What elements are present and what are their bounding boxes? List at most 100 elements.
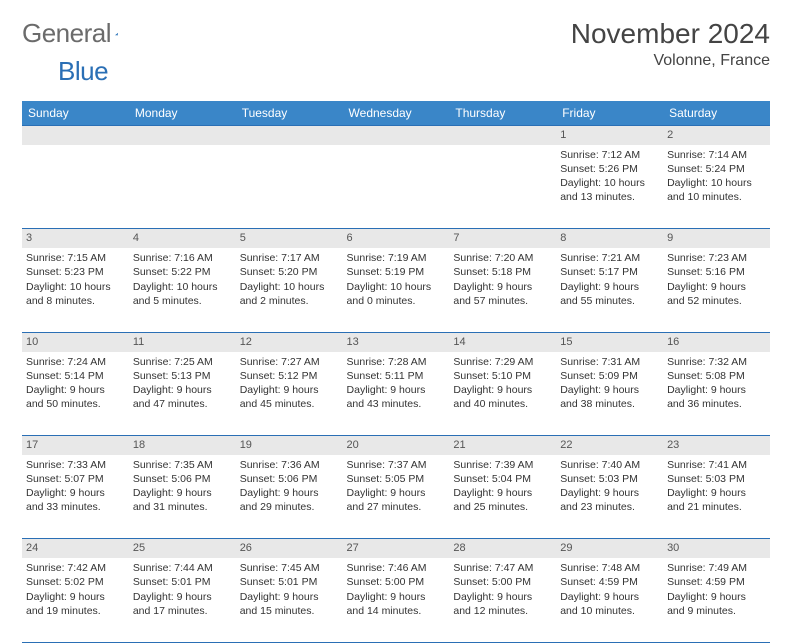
day-cell: Sunrise: 7:28 AMSunset: 5:11 PMDaylight:… — [343, 352, 450, 436]
daylight-line: Daylight: 9 hours and 9 minutes. — [667, 590, 766, 618]
day-cell: Sunrise: 7:37 AMSunset: 5:05 PMDaylight:… — [343, 455, 450, 539]
day-number-cell: 19 — [236, 436, 343, 455]
col-header-tuesday: Tuesday — [236, 101, 343, 126]
day-cell — [22, 145, 129, 229]
day-number-cell: 8 — [556, 229, 663, 248]
day-cell — [449, 145, 556, 229]
sunset-line: Sunset: 5:14 PM — [26, 369, 125, 383]
day-number-cell: 17 — [22, 436, 129, 455]
day-number-cell: 9 — [663, 229, 770, 248]
day-number-cell: 15 — [556, 332, 663, 351]
sunset-line: Sunset: 5:17 PM — [560, 265, 659, 279]
daynum-row: 17181920212223 — [22, 436, 770, 455]
daynum-row: 24252627282930 — [22, 539, 770, 558]
sunrise-line: Sunrise: 7:36 AM — [240, 458, 339, 472]
week-row: Sunrise: 7:12 AMSunset: 5:26 PMDaylight:… — [22, 145, 770, 229]
sunrise-line: Sunrise: 7:25 AM — [133, 355, 232, 369]
daylight-line: Daylight: 10 hours and 10 minutes. — [667, 176, 766, 204]
sunrise-line: Sunrise: 7:27 AM — [240, 355, 339, 369]
title-block: November 2024 Volonne, France — [571, 18, 770, 70]
sunrise-line: Sunrise: 7:45 AM — [240, 561, 339, 575]
sunset-line: Sunset: 4:59 PM — [560, 575, 659, 589]
day-number-cell: 23 — [663, 436, 770, 455]
col-header-monday: Monday — [129, 101, 236, 126]
day-number-cell: 24 — [22, 539, 129, 558]
daynum-row: 10111213141516 — [22, 332, 770, 351]
day-cell: Sunrise: 7:32 AMSunset: 5:08 PMDaylight:… — [663, 352, 770, 436]
sunrise-line: Sunrise: 7:28 AM — [347, 355, 446, 369]
daylight-line: Daylight: 9 hours and 31 minutes. — [133, 486, 232, 514]
sunrise-line: Sunrise: 7:20 AM — [453, 251, 552, 265]
daylight-line: Daylight: 9 hours and 45 minutes. — [240, 383, 339, 411]
daylight-line: Daylight: 10 hours and 13 minutes. — [560, 176, 659, 204]
day-cell: Sunrise: 7:49 AMSunset: 4:59 PMDaylight:… — [663, 558, 770, 642]
day-number-cell: 1 — [556, 126, 663, 145]
sunset-line: Sunset: 5:10 PM — [453, 369, 552, 383]
daylight-line: Daylight: 9 hours and 14 minutes. — [347, 590, 446, 618]
day-cell: Sunrise: 7:41 AMSunset: 5:03 PMDaylight:… — [663, 455, 770, 539]
sunrise-line: Sunrise: 7:21 AM — [560, 251, 659, 265]
sunset-line: Sunset: 5:07 PM — [26, 472, 125, 486]
sunrise-line: Sunrise: 7:49 AM — [667, 561, 766, 575]
col-header-saturday: Saturday — [663, 101, 770, 126]
day-number-cell: 2 — [663, 126, 770, 145]
daylight-line: Daylight: 10 hours and 5 minutes. — [133, 280, 232, 308]
day-number-cell — [129, 126, 236, 145]
day-number-cell — [236, 126, 343, 145]
sunrise-line: Sunrise: 7:37 AM — [347, 458, 446, 472]
daylight-line: Daylight: 9 hours and 27 minutes. — [347, 486, 446, 514]
daylight-line: Daylight: 9 hours and 50 minutes. — [26, 383, 125, 411]
daylight-line: Daylight: 9 hours and 43 minutes. — [347, 383, 446, 411]
sunset-line: Sunset: 5:13 PM — [133, 369, 232, 383]
daylight-line: Daylight: 9 hours and 17 minutes. — [133, 590, 232, 618]
day-cell — [129, 145, 236, 229]
day-number-cell: 28 — [449, 539, 556, 558]
sunset-line: Sunset: 5:02 PM — [26, 575, 125, 589]
daylight-line: Daylight: 10 hours and 8 minutes. — [26, 280, 125, 308]
daylight-line: Daylight: 10 hours and 0 minutes. — [347, 280, 446, 308]
day-cell: Sunrise: 7:21 AMSunset: 5:17 PMDaylight:… — [556, 248, 663, 332]
calendar-table: SundayMondayTuesdayWednesdayThursdayFrid… — [22, 101, 770, 643]
day-number-cell: 25 — [129, 539, 236, 558]
logo-text-1: General — [22, 18, 111, 49]
sunrise-line: Sunrise: 7:46 AM — [347, 561, 446, 575]
daylight-line: Daylight: 9 hours and 52 minutes. — [667, 280, 766, 308]
day-number-cell: 22 — [556, 436, 663, 455]
col-header-thursday: Thursday — [449, 101, 556, 126]
sunrise-line: Sunrise: 7:47 AM — [453, 561, 552, 575]
sunrise-line: Sunrise: 7:31 AM — [560, 355, 659, 369]
day-cell: Sunrise: 7:44 AMSunset: 5:01 PMDaylight:… — [129, 558, 236, 642]
logo: General — [22, 18, 141, 49]
daylight-line: Daylight: 9 hours and 15 minutes. — [240, 590, 339, 618]
daylight-line: Daylight: 9 hours and 33 minutes. — [26, 486, 125, 514]
day-number-cell: 29 — [556, 539, 663, 558]
logo-text-2: Blue — [58, 56, 108, 86]
daylight-line: Daylight: 10 hours and 2 minutes. — [240, 280, 339, 308]
sunset-line: Sunset: 5:18 PM — [453, 265, 552, 279]
day-number-cell: 27 — [343, 539, 450, 558]
day-number-cell: 10 — [22, 332, 129, 351]
day-cell: Sunrise: 7:33 AMSunset: 5:07 PMDaylight:… — [22, 455, 129, 539]
sunrise-line: Sunrise: 7:35 AM — [133, 458, 232, 472]
sunrise-line: Sunrise: 7:32 AM — [667, 355, 766, 369]
sunrise-line: Sunrise: 7:16 AM — [133, 251, 232, 265]
sunset-line: Sunset: 5:12 PM — [240, 369, 339, 383]
day-cell: Sunrise: 7:12 AMSunset: 5:26 PMDaylight:… — [556, 145, 663, 229]
day-cell: Sunrise: 7:42 AMSunset: 5:02 PMDaylight:… — [22, 558, 129, 642]
sunset-line: Sunset: 5:08 PM — [667, 369, 766, 383]
daylight-line: Daylight: 9 hours and 55 minutes. — [560, 280, 659, 308]
day-cell: Sunrise: 7:23 AMSunset: 5:16 PMDaylight:… — [663, 248, 770, 332]
day-number-cell: 4 — [129, 229, 236, 248]
day-cell: Sunrise: 7:29 AMSunset: 5:10 PMDaylight:… — [449, 352, 556, 436]
location: Volonne, France — [571, 52, 770, 70]
daylight-line: Daylight: 9 hours and 19 minutes. — [26, 590, 125, 618]
day-cell: Sunrise: 7:40 AMSunset: 5:03 PMDaylight:… — [556, 455, 663, 539]
day-cell — [343, 145, 450, 229]
sunrise-line: Sunrise: 7:33 AM — [26, 458, 125, 472]
day-number-cell: 20 — [343, 436, 450, 455]
day-number-cell: 7 — [449, 229, 556, 248]
sunrise-line: Sunrise: 7:29 AM — [453, 355, 552, 369]
col-header-sunday: Sunday — [22, 101, 129, 126]
day-cell: Sunrise: 7:25 AMSunset: 5:13 PMDaylight:… — [129, 352, 236, 436]
day-cell: Sunrise: 7:20 AMSunset: 5:18 PMDaylight:… — [449, 248, 556, 332]
